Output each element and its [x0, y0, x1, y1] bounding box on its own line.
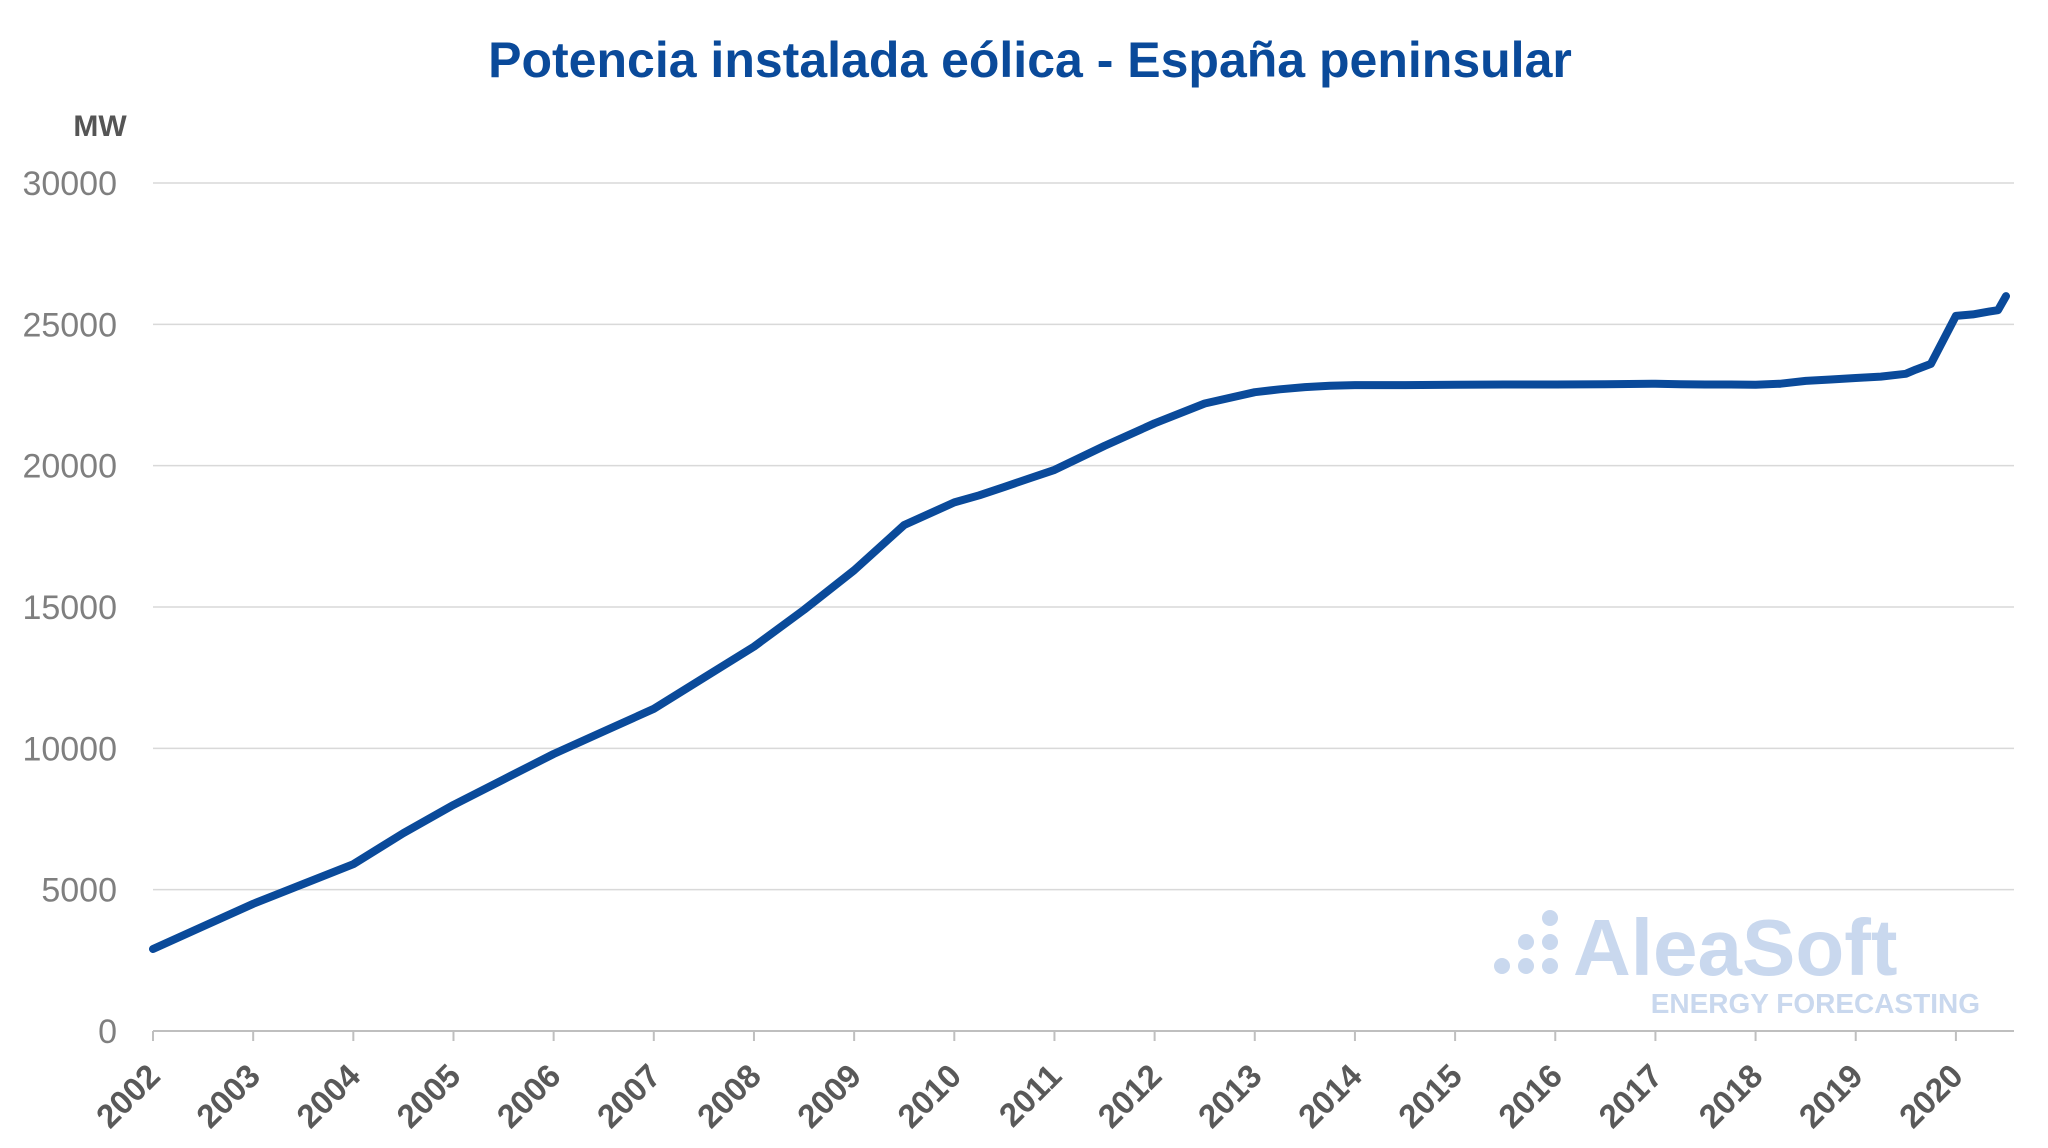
watermark-logo-dots [1494, 910, 1558, 974]
x-tick-label: 2017 [1591, 1057, 1669, 1135]
y-tick-label: 25000 [22, 306, 117, 344]
x-tick-label: 2011 [992, 1057, 1069, 1134]
x-tick-label: 2008 [690, 1057, 768, 1135]
x-tick-label: 2006 [489, 1057, 567, 1135]
watermark-dot [1542, 958, 1558, 974]
x-axis [152, 1030, 2014, 1041]
series-layer [149, 292, 2010, 953]
y-tick-label: 15000 [22, 589, 117, 627]
watermark: AleaSoft ENERGY FORECASTING [1494, 903, 1980, 1019]
series-line [149, 292, 2010, 953]
x-tick-label: 2016 [1491, 1057, 1569, 1135]
x-tick-label: 2013 [1191, 1057, 1269, 1135]
chart-title: Potencia instalada eólica - España penin… [488, 32, 1572, 88]
x-tick-label: 2007 [590, 1057, 668, 1135]
x-tick-label: 2019 [1792, 1057, 1870, 1135]
watermark-dot [1494, 958, 1510, 974]
gridlines [153, 182, 2014, 891]
x-axis-tick-labels: 2002 2003 2004 2005 2006 2007 2008 2009 2010 2011… [89, 1056, 1970, 1135]
x-tick-label: 2020 [1892, 1057, 1970, 1135]
x-tick-label: 2003 [189, 1057, 267, 1135]
x-tick-label: 2010 [890, 1057, 968, 1135]
watermark-dot [1542, 910, 1558, 926]
y-tick-label: 10000 [22, 730, 117, 768]
x-tick-label: 2018 [1691, 1057, 1769, 1135]
watermark-dot [1518, 958, 1534, 974]
y-tick-label: 0 [98, 1013, 117, 1051]
x-tick-label: 2005 [389, 1057, 467, 1135]
x-tick-label: 2015 [1391, 1057, 1469, 1135]
y-tick-label: 5000 [41, 872, 117, 910]
watermark-dot [1518, 934, 1534, 950]
y-tick-label: 20000 [22, 448, 117, 486]
x-tick-label: 2002 [89, 1057, 167, 1135]
y-tick-label: 30000 [22, 165, 117, 203]
watermark-brand: AleaSoft [1573, 903, 1898, 992]
x-tick-label: 2012 [1090, 1057, 1168, 1135]
y-axis-label: MW [73, 110, 127, 143]
watermark-tagline: ENERGY FORECASTING [1651, 988, 1980, 1019]
x-tick-label: 2014 [1291, 1056, 1370, 1135]
y-axis-tick-labels: 0 5000 10000 15000 20000 25000 30000 [22, 165, 117, 1051]
watermark-dot [1542, 934, 1558, 950]
x-tick-label: 2009 [790, 1057, 868, 1135]
x-tick-label: 2004 [289, 1056, 368, 1135]
